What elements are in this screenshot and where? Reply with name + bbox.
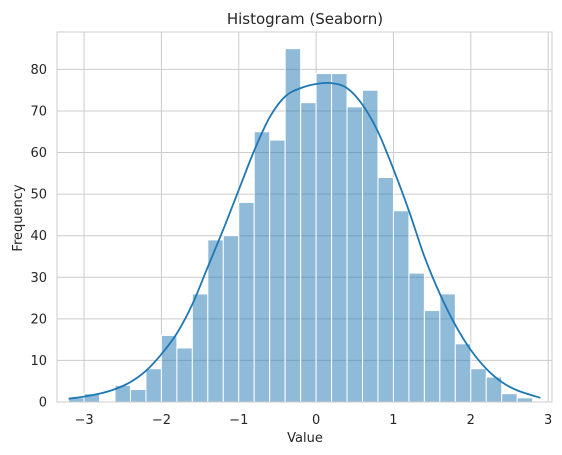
y-tick-label: 60 <box>30 146 47 161</box>
histogram-bar <box>392 210 410 403</box>
histogram-bar <box>408 272 425 403</box>
x-tick-labels: −3 −2 −1 0 1 2 3 <box>74 413 552 428</box>
chart-title: Histogram (Seaborn) <box>227 10 383 28</box>
histogram-bar <box>516 397 534 403</box>
x-tick-label: −2 <box>152 413 171 428</box>
y-tick-label: 30 <box>30 271 47 286</box>
histogram-bar <box>454 343 472 403</box>
y-tick-label: 20 <box>30 312 47 327</box>
x-tick-label: −3 <box>74 413 93 428</box>
histogram-bar <box>269 139 286 403</box>
histogram-bar <box>145 368 162 403</box>
histogram-bar <box>207 239 224 403</box>
y-tick-label: 80 <box>30 63 47 78</box>
histogram-bar <box>331 73 348 403</box>
histogram-bar <box>346 106 364 403</box>
y-axis-label: Frequency <box>11 184 26 251</box>
histogram-bar <box>501 393 518 403</box>
y-tick-label: 0 <box>39 396 47 411</box>
x-axis-label: Value <box>287 431 323 446</box>
histogram-bar <box>191 293 209 403</box>
histogram-bar <box>315 73 333 403</box>
histogram-bar <box>362 89 379 403</box>
y-tick-label: 70 <box>30 104 47 119</box>
histogram-bar <box>284 48 302 403</box>
histogram-bars <box>68 48 534 403</box>
histogram-bar <box>470 368 487 403</box>
histogram-bar <box>129 389 147 403</box>
histogram-bar <box>253 131 271 403</box>
kde-curve <box>68 81 541 400</box>
y-tick-labels: 0 10 20 30 40 50 60 70 80 <box>30 63 47 411</box>
histogram-bar <box>377 177 394 403</box>
y-tick-label: 40 <box>30 229 47 244</box>
y-tick-label: 50 <box>30 188 47 203</box>
x-tick-label: −1 <box>229 413 248 428</box>
histogram-bar <box>176 347 193 403</box>
histogram-bar <box>238 201 255 403</box>
histogram-bar <box>423 310 441 403</box>
x-tick-label: 0 <box>312 413 320 428</box>
y-tick-label: 10 <box>30 354 47 369</box>
histogram-bar <box>222 235 240 403</box>
x-tick-label: 1 <box>389 413 397 428</box>
plot-frame <box>56 31 553 403</box>
histogram-bar <box>300 102 317 403</box>
x-tick-label: 2 <box>467 413 475 428</box>
x-tick-label: 3 <box>544 413 552 428</box>
